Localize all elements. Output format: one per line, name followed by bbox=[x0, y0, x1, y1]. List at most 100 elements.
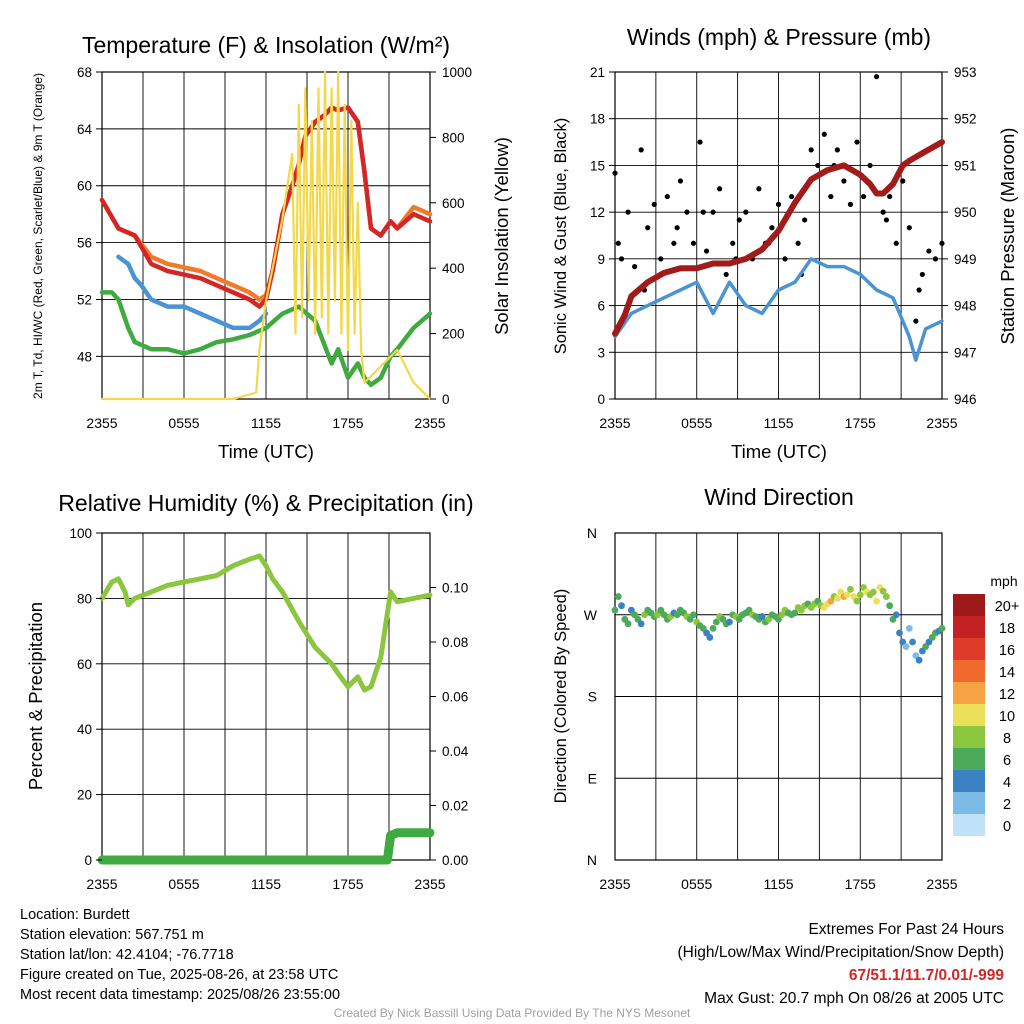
y-axis-label-left: Sonic Wind & Gust (Blue, Black) bbox=[552, 118, 570, 355]
y-tick-label: 9 bbox=[597, 252, 605, 267]
gust-point bbox=[913, 318, 919, 324]
series-line-1 bbox=[612, 139, 945, 337]
y-tick-label: 68 bbox=[77, 65, 92, 80]
y-tick-label-right: 946 bbox=[954, 392, 977, 407]
y-tick-label: S bbox=[588, 689, 597, 705]
y-tick-label: 100 bbox=[69, 526, 92, 541]
gust-point bbox=[828, 193, 834, 200]
x-tick-label: 2355 bbox=[414, 415, 445, 431]
colorbar-title: mph bbox=[990, 573, 1017, 589]
direction-point bbox=[873, 597, 880, 605]
y-tick-label: 15 bbox=[590, 158, 605, 173]
colorbar-swatch bbox=[953, 638, 985, 660]
gust-point bbox=[615, 240, 621, 246]
gust-point bbox=[900, 178, 906, 184]
gust-point bbox=[821, 131, 827, 137]
x-tick-label: 1155 bbox=[251, 415, 281, 431]
colorbar-label: 14 bbox=[999, 665, 1015, 681]
gust-point bbox=[710, 209, 716, 215]
x-tick-label: 0555 bbox=[168, 876, 199, 892]
y-tick-label-right: 0.10 bbox=[442, 581, 468, 596]
x-tick-label: 0555 bbox=[168, 415, 199, 431]
gust-point bbox=[815, 162, 821, 169]
chart-title: Temperature (F) & Insolation (W/m²) bbox=[82, 32, 450, 58]
series-line-4 bbox=[100, 70, 432, 401]
y-tick-label: 40 bbox=[77, 722, 92, 737]
colorbar-swatch bbox=[953, 594, 985, 616]
series-line-2 bbox=[116, 254, 269, 331]
y-tick-label: N bbox=[587, 525, 597, 541]
direction-point bbox=[915, 656, 923, 664]
x-tick-label: 2355 bbox=[86, 415, 117, 431]
direction-point bbox=[726, 618, 733, 626]
gust-point bbox=[700, 209, 706, 215]
gust-point bbox=[916, 287, 922, 293]
x-tick-label: 2355 bbox=[86, 876, 117, 892]
gust-point bbox=[690, 240, 697, 246]
gust-point bbox=[795, 240, 801, 246]
direction-point bbox=[611, 606, 619, 614]
gust-point bbox=[658, 256, 664, 262]
gust-point bbox=[926, 248, 932, 254]
extremes-values: 67/51.1/11.7/0.01/-999 bbox=[848, 967, 1004, 984]
colorbar-swatch bbox=[953, 616, 985, 638]
colorbar-label: 4 bbox=[1003, 775, 1011, 791]
colorbar-label: 16 bbox=[999, 643, 1015, 659]
x-tick-label: 2355 bbox=[414, 876, 445, 892]
y-axis-label-right: Solar Insolation (Yellow) bbox=[491, 137, 512, 335]
direction-point bbox=[624, 620, 632, 628]
y-tick-label-right: 800 bbox=[442, 130, 465, 145]
x-tick-label: 2355 bbox=[926, 415, 957, 431]
gust-point bbox=[883, 217, 890, 223]
colorbar-label: 2 bbox=[1003, 797, 1011, 813]
y-tick-label-right: 949 bbox=[954, 252, 977, 267]
x-tick-label: 1155 bbox=[763, 415, 793, 431]
gust-point bbox=[841, 178, 847, 184]
direction-point bbox=[709, 624, 717, 632]
colorbar-swatch bbox=[953, 726, 985, 748]
x-axis-label: Time (UTC) bbox=[218, 441, 314, 462]
gust-point bbox=[697, 139, 703, 145]
y-tick-label: 80 bbox=[77, 591, 92, 606]
y-tick-label-right: 600 bbox=[442, 196, 465, 211]
x-tick-label: 1155 bbox=[251, 876, 281, 892]
gust-point bbox=[684, 209, 690, 215]
gust-point bbox=[834, 147, 840, 153]
gust-point bbox=[775, 201, 782, 207]
gust-point bbox=[625, 209, 631, 215]
direction-point bbox=[843, 591, 851, 599]
gust-point bbox=[677, 178, 684, 184]
gust-point bbox=[743, 209, 749, 215]
y-axis-label-left: 2m T, Td, HI/WC (Red, Green, Scarlet/Blu… bbox=[31, 73, 45, 399]
direction-point bbox=[791, 609, 799, 617]
y-tick-label-right: 950 bbox=[954, 205, 977, 220]
station-elevation: Station elevation: 567.751 m bbox=[20, 927, 204, 943]
gust-point bbox=[887, 193, 893, 200]
direction-point bbox=[758, 613, 766, 620]
x-tick-label: 1755 bbox=[332, 415, 363, 431]
y-tick-label-right: 400 bbox=[442, 261, 465, 276]
recent-timestamp: Most recent data timestamp: 2025/08/26 2… bbox=[20, 987, 341, 1003]
y-tick-label: 20 bbox=[77, 788, 92, 803]
gust-point bbox=[860, 193, 867, 200]
gust-point bbox=[674, 225, 680, 231]
direction-point bbox=[902, 643, 910, 650]
y-tick-label-right: 948 bbox=[954, 299, 977, 314]
x-tick-label: 2355 bbox=[599, 415, 630, 431]
chart-title: Wind Direction bbox=[704, 484, 854, 510]
y-tick-label: 6 bbox=[597, 299, 605, 314]
direction-point bbox=[879, 587, 887, 595]
direction-point bbox=[833, 595, 841, 602]
y-tick-label: 56 bbox=[77, 236, 92, 251]
colorbar-swatch bbox=[953, 682, 985, 704]
direction-point bbox=[892, 611, 900, 619]
gust-point bbox=[802, 217, 808, 223]
gust-point bbox=[723, 271, 729, 278]
gust-point bbox=[671, 240, 677, 246]
extremes-title: Extremes For Past 24 Hours bbox=[808, 921, 1004, 938]
y-tick-label: 60 bbox=[77, 179, 92, 194]
series-line-1 bbox=[97, 828, 435, 865]
x-tick-label: 0555 bbox=[681, 415, 712, 431]
station-location: Location: Burdett bbox=[20, 907, 130, 923]
gust-point bbox=[782, 256, 788, 262]
